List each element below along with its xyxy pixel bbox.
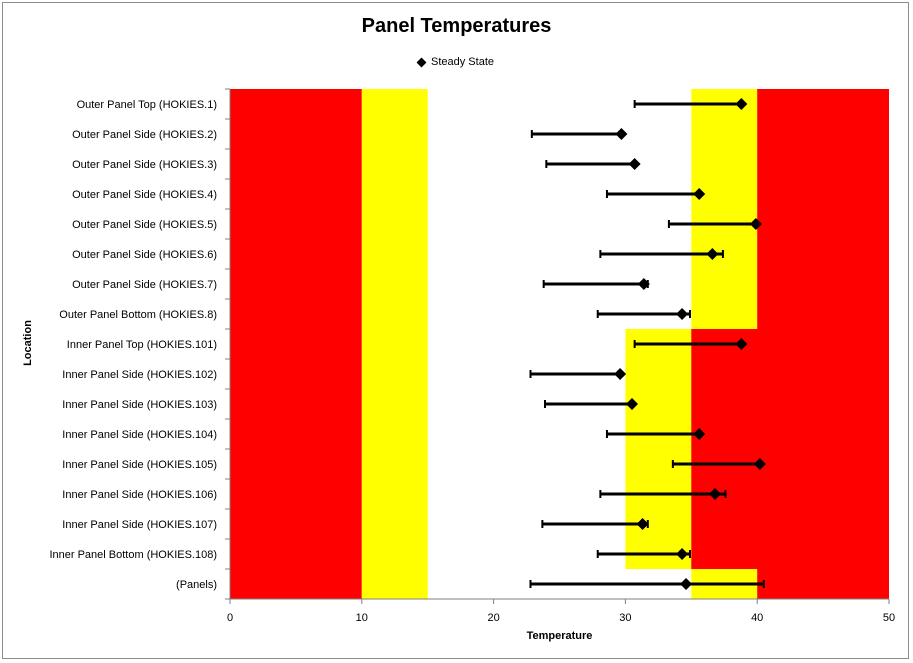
x-tick-label: 0 bbox=[227, 612, 233, 624]
y-tick-label: Inner Panel Side (HOKIES.107) bbox=[62, 519, 217, 531]
data-point bbox=[753, 458, 766, 470]
data-point bbox=[693, 188, 706, 200]
data-point bbox=[628, 158, 641, 170]
data-point bbox=[706, 248, 719, 260]
data-point bbox=[735, 338, 748, 350]
y-tick-label: Inner Panel Side (HOKIES.104) bbox=[62, 429, 217, 441]
data-point bbox=[693, 428, 706, 440]
band-1 bbox=[361, 89, 428, 599]
data-point bbox=[614, 368, 627, 380]
band-4 bbox=[625, 329, 692, 569]
y-tick-label: Outer Panel Side (HOKIES.2) bbox=[72, 129, 217, 141]
x-tick-label: 50 bbox=[883, 612, 895, 624]
data-point bbox=[749, 218, 762, 230]
data-point bbox=[735, 98, 748, 110]
band-0 bbox=[230, 89, 362, 599]
band-7 bbox=[757, 569, 889, 599]
x-tick-label: 40 bbox=[751, 612, 763, 624]
y-tick-label: Inner Panel Top (HOKIES.101) bbox=[67, 339, 217, 351]
y-axis-label: Location bbox=[22, 320, 34, 366]
band-2 bbox=[691, 89, 758, 329]
data-point bbox=[680, 578, 693, 590]
y-tick-label: Outer Panel Top (HOKIES.1) bbox=[77, 99, 217, 111]
x-axis-label: Temperature bbox=[526, 630, 593, 642]
y-tick-label: Inner Panel Side (HOKIES.106) bbox=[62, 489, 217, 501]
x-tick-label: 30 bbox=[619, 612, 631, 624]
y-tick-label: Inner Panel Bottom (HOKIES.108) bbox=[49, 549, 217, 561]
data-point bbox=[676, 548, 689, 560]
legend: Steady State bbox=[416, 56, 494, 68]
x-tick-label: 10 bbox=[356, 612, 368, 624]
y-tick-label: Outer Panel Side (HOKIES.5) bbox=[72, 219, 217, 231]
legend-label: Steady State bbox=[431, 56, 494, 68]
data-point bbox=[709, 488, 722, 500]
y-tick-label: (Panels) bbox=[176, 579, 217, 591]
chart-title: Panel Temperatures bbox=[361, 15, 552, 37]
data-point bbox=[676, 308, 689, 320]
x-tick-label: 20 bbox=[487, 612, 499, 624]
y-tick-label: Outer Panel Side (HOKIES.6) bbox=[72, 249, 217, 261]
y-tick-label: Inner Panel Side (HOKIES.103) bbox=[62, 399, 217, 411]
data-point bbox=[625, 398, 638, 410]
y-tick-label: Outer Panel Side (HOKIES.4) bbox=[72, 189, 217, 201]
y-tick-label: Outer Panel Side (HOKIES.7) bbox=[72, 279, 217, 291]
band-3 bbox=[757, 89, 889, 329]
data-point bbox=[615, 128, 628, 140]
data-point bbox=[636, 518, 649, 530]
y-tick-label: Outer Panel Side (HOKIES.3) bbox=[72, 159, 217, 171]
data-point bbox=[637, 278, 650, 290]
y-tick-label: Inner Panel Side (HOKIES.105) bbox=[62, 459, 217, 471]
y-tick-label: Inner Panel Side (HOKIES.102) bbox=[62, 369, 217, 381]
band-5 bbox=[691, 329, 889, 569]
y-tick-label: Outer Panel Bottom (HOKIES.8) bbox=[59, 309, 217, 321]
